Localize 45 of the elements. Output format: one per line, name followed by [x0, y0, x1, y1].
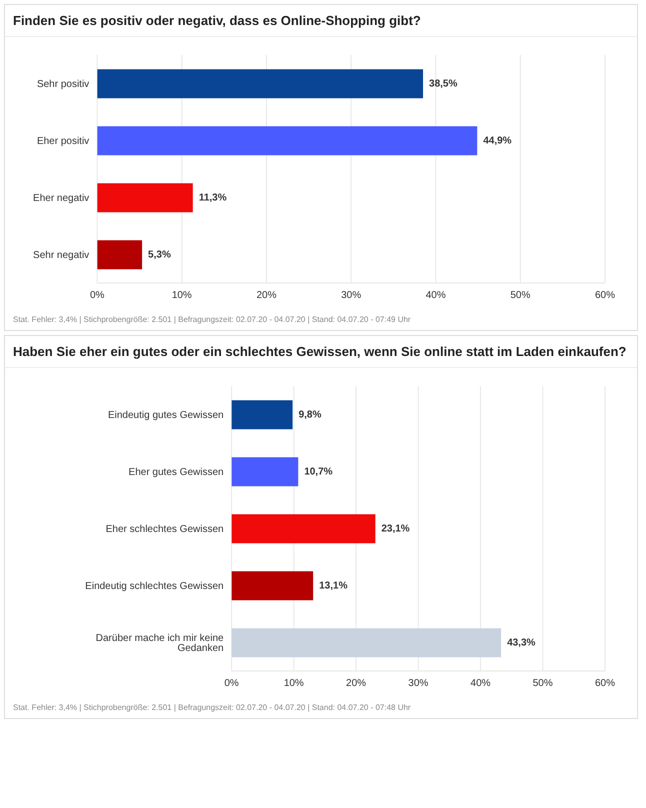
text: Stat. Fehler: 3,4% | Stichprobengröße: 2.501 | Befragungszeit: 02.07.20 - 04.07.20 | Stand: 04.07.20 - 07:49 Uhr [12, 314, 412, 326]
y-tick-label: Eher negativ [33, 193, 90, 204]
x-tick-label: 50% [510, 290, 530, 302]
x-tick-label: 50% [532, 678, 553, 690]
x-tick-label: 20% [346, 678, 366, 690]
data-label: 23,1% [381, 523, 410, 534]
x-tick-label: 10% [172, 290, 192, 302]
data-label: 13,1% [319, 580, 348, 592]
bar [97, 126, 478, 156]
bar [232, 628, 502, 658]
data-label: 11,3% [198, 192, 227, 204]
x-tick-label: 60% [594, 290, 616, 302]
chart-title: Haben Sie eher ein gutes oder ein schlechtes Gewissen, wenn Sie online statt im Laden einkaufen? [5, 336, 637, 368]
x-tick-label: 0% [90, 290, 105, 302]
data-label: 43,3% [507, 637, 536, 648]
x-tick-label: 60% [594, 678, 616, 690]
data-label: 9,8% [298, 409, 322, 420]
y-tick-label: Eindeutig gutes Gewissen [108, 410, 224, 422]
y-tick-label: Eher schlechtes Gewissen [106, 524, 224, 536]
bar [232, 571, 314, 600]
bar [97, 183, 193, 212]
y-tick-label: Darüber mache ich mir keine Gedanken [96, 633, 224, 654]
x-tick-label: 30% [408, 678, 428, 690]
bar [97, 69, 424, 98]
x-tick-label: 40% [470, 678, 491, 690]
x-tick-label: 10% [284, 678, 304, 690]
x-tick-label: 20% [256, 290, 277, 302]
y-tick-label: Eher positiv [36, 136, 90, 148]
bar [232, 457, 298, 486]
y-tick-label: Eindeutig schlechtes Gewissen [85, 581, 224, 592]
data-label: 44,9% [483, 135, 512, 146]
y-tick-label: Sehr negativ [33, 250, 90, 262]
chart-title: Finden Sie es positiv oder negativ, dass es Online-Shopping gibt? [5, 5, 637, 37]
y-tick-label: Sehr positiv [36, 79, 90, 90]
x-tick-label: 40% [426, 290, 446, 302]
data-label: 10,7% [304, 466, 333, 478]
data-label: 5,3% [148, 249, 171, 260]
x-tick-label: 0% [224, 678, 239, 690]
x-tick-label: 30% [341, 290, 362, 302]
bar [232, 514, 376, 544]
y-tick-label: Eher gutes Gewissen [128, 467, 224, 478]
data-label: 38,5% [429, 78, 458, 90]
bar [232, 400, 293, 430]
text: Stat. Fehler: 3,4% | Stichprobengröße: 2.501 | Befragungszeit: 02.07.20 - 04.07.20 | Stand: 04.07.20 - 07:48 Uhr [12, 702, 412, 714]
bar [97, 240, 142, 270]
